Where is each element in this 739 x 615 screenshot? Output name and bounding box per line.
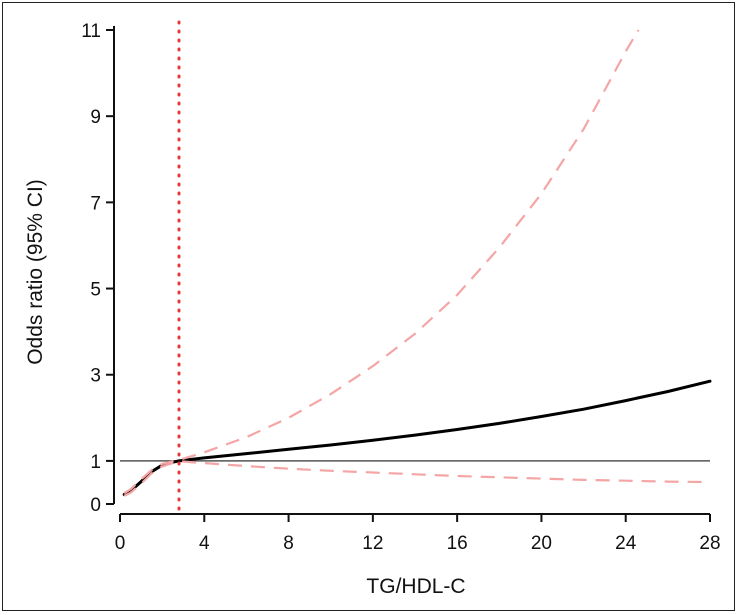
y-axis-title: Odds ratio (95% CI) (24, 179, 47, 365)
x-axis-title: TG/HDL-C (366, 575, 465, 598)
x-tick-label-4: 4 (199, 533, 210, 554)
y-tick-label-7: 7 (90, 193, 101, 214)
x-tick-label-28: 28 (699, 533, 720, 554)
x-tick-label-16: 16 (447, 533, 468, 554)
series-estimate-line (122, 379, 712, 496)
y-tick-label-3: 3 (90, 366, 101, 387)
y-tick-label-11: 11 (81, 21, 101, 42)
series-lower-ci-line (123, 460, 702, 497)
x-tick-label-8: 8 (283, 533, 294, 554)
y-tick-label-0: 0 (90, 495, 101, 516)
y-tick-label-5: 5 (90, 280, 101, 301)
y-tick-label-1: 1 (90, 452, 101, 473)
series-upper-ci-line (123, 29, 640, 495)
x-tick-label-20: 20 (531, 533, 552, 554)
x-tick-label-0: 0 (115, 533, 126, 554)
x-tick-label-12: 12 (362, 533, 383, 554)
y-tick-label-9: 9 (90, 107, 101, 128)
x-tick-label-24: 24 (615, 533, 637, 554)
